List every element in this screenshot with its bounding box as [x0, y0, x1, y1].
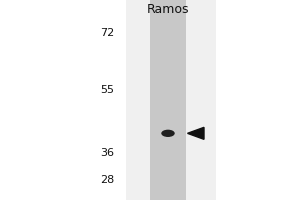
Bar	[150, 0, 186, 200]
Text: 28: 28	[100, 175, 114, 185]
Text: Ramos: Ramos	[147, 3, 189, 16]
Polygon shape	[188, 127, 204, 139]
Text: 55: 55	[100, 85, 114, 95]
Text: 36: 36	[100, 148, 114, 158]
Bar	[126, 0, 216, 200]
Ellipse shape	[161, 130, 175, 137]
Text: 72: 72	[100, 28, 114, 38]
